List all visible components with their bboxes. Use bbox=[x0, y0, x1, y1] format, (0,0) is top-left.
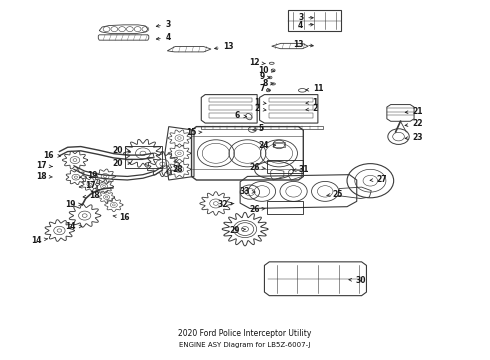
Text: 5: 5 bbox=[252, 124, 263, 133]
Text: 28: 28 bbox=[166, 165, 183, 174]
Text: 10: 10 bbox=[258, 66, 274, 75]
Text: 23: 23 bbox=[405, 133, 423, 142]
Text: 20: 20 bbox=[112, 146, 131, 155]
Bar bbox=[270, 98, 313, 103]
Text: 12: 12 bbox=[249, 58, 265, 67]
Bar bbox=[270, 105, 313, 109]
Text: 7: 7 bbox=[259, 84, 270, 93]
Text: 1: 1 bbox=[254, 98, 266, 107]
Text: 31: 31 bbox=[293, 165, 309, 174]
Text: 2: 2 bbox=[254, 104, 266, 113]
Text: 30: 30 bbox=[349, 276, 366, 285]
Text: 18: 18 bbox=[36, 172, 52, 181]
Text: 14: 14 bbox=[66, 222, 82, 231]
Bar bbox=[209, 98, 252, 103]
Text: 11: 11 bbox=[306, 84, 323, 93]
Bar bbox=[209, 105, 252, 109]
Text: 13: 13 bbox=[215, 42, 234, 51]
Text: 20: 20 bbox=[112, 159, 131, 168]
Bar bbox=[288, 10, 341, 31]
Text: 2020 Ford Police Interceptor Utility: 2020 Ford Police Interceptor Utility bbox=[178, 329, 312, 338]
Text: 26: 26 bbox=[249, 205, 265, 214]
Text: 22: 22 bbox=[405, 119, 423, 128]
Bar bbox=[270, 113, 313, 118]
Text: 33: 33 bbox=[239, 187, 255, 196]
Text: 17: 17 bbox=[36, 161, 52, 170]
Text: 9: 9 bbox=[259, 72, 270, 81]
Text: 15: 15 bbox=[186, 128, 202, 137]
Text: 32: 32 bbox=[218, 200, 234, 209]
Bar bbox=[273, 142, 285, 147]
Text: 14: 14 bbox=[31, 236, 48, 245]
Text: 18: 18 bbox=[83, 191, 100, 200]
Text: 26: 26 bbox=[249, 163, 265, 172]
Text: 3: 3 bbox=[156, 20, 171, 29]
Text: 19: 19 bbox=[80, 171, 98, 180]
Text: 3: 3 bbox=[298, 13, 313, 22]
Text: 4: 4 bbox=[298, 21, 313, 30]
Text: 8: 8 bbox=[263, 79, 274, 88]
Text: 17: 17 bbox=[79, 181, 96, 190]
Text: 29: 29 bbox=[230, 226, 245, 235]
Text: 27: 27 bbox=[370, 175, 387, 184]
Text: ENGINE ASY Diagram for LB5Z-6007-J: ENGINE ASY Diagram for LB5Z-6007-J bbox=[179, 342, 311, 348]
Text: 2: 2 bbox=[306, 104, 318, 113]
Text: 13: 13 bbox=[293, 40, 313, 49]
Text: 24: 24 bbox=[259, 141, 276, 150]
Text: 4: 4 bbox=[156, 33, 171, 42]
Text: 6: 6 bbox=[235, 112, 246, 121]
Text: 25: 25 bbox=[327, 190, 343, 199]
Text: 21: 21 bbox=[405, 107, 423, 116]
Text: 1: 1 bbox=[306, 98, 318, 107]
Text: 19: 19 bbox=[66, 201, 82, 210]
Bar bbox=[209, 113, 252, 118]
Text: 16: 16 bbox=[113, 212, 129, 221]
Text: 16: 16 bbox=[43, 150, 60, 159]
